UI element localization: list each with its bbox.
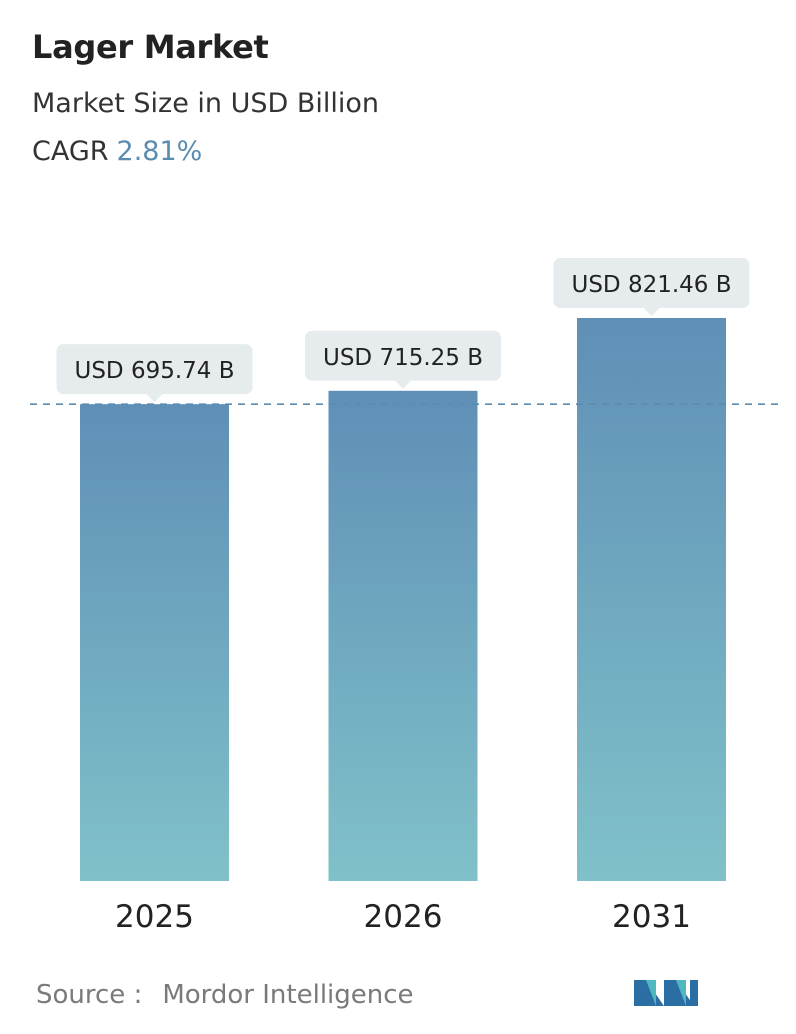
source-name: Mordor Intelligence: [162, 980, 414, 1010]
bars-layer: [80, 318, 726, 881]
data-label-box: [305, 330, 501, 381]
source-line: Source : Mordor Intelligence: [36, 980, 414, 1010]
data-label-2031: USD 821.46 B: [553, 258, 750, 316]
data-label-text: USD 715.25 B: [323, 345, 483, 371]
x-axis-tick-labels: 2025 2026 2031: [115, 899, 691, 935]
x-tick-2031: 2031: [612, 899, 691, 935]
data-label-2026: USD 715.25 B: [305, 330, 501, 389]
bar-2025: [80, 404, 229, 881]
bar-chart: USD 695.74 B USD 715.25 B USD 821.46 B 202…: [30, 258, 782, 935]
source-label: Source :: [36, 980, 143, 1010]
bar-2031: [577, 318, 726, 881]
cagr-line: CAGR 2.81%: [32, 136, 202, 167]
chart-title: Lager Market: [32, 28, 269, 66]
data-label-pointer: [643, 308, 660, 316]
labels-layer: USD 695.74 B USD 715.25 B USD 821.46 B: [56, 258, 750, 403]
data-label-box: [56, 344, 253, 395]
cagr-value: 2.81%: [116, 136, 203, 167]
mordor-logo-icon: [634, 980, 698, 1006]
data-label-pointer: [146, 394, 163, 403]
data-label-text: USD 821.46 B: [571, 272, 731, 298]
data-label-pointer: [395, 380, 411, 389]
bar-2026: [328, 390, 478, 881]
cagr-label: CAGR: [32, 136, 109, 167]
data-label-text: USD 695.74 B: [74, 358, 234, 384]
data-label-box: [553, 258, 750, 308]
chart-subtitle: Market Size in USD Billion: [32, 88, 380, 119]
x-tick-2026: 2026: [364, 899, 443, 935]
data-label-2025: USD 695.74 B: [56, 344, 253, 403]
x-tick-2025: 2025: [115, 899, 194, 935]
